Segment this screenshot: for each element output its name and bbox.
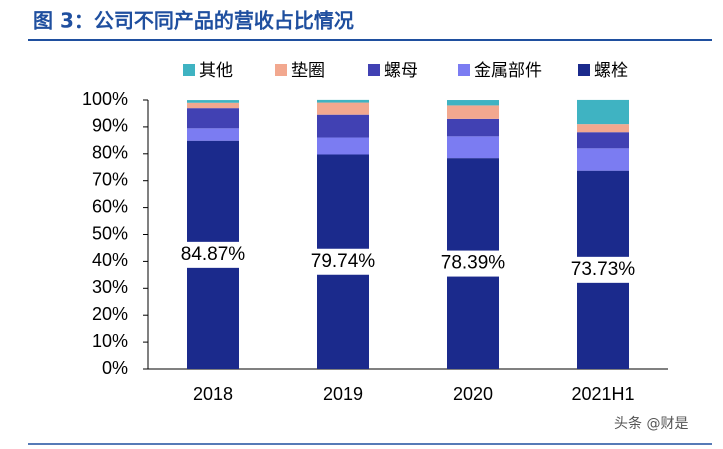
y-tick-label: 70% — [92, 169, 128, 189]
y-tick-label: 50% — [92, 223, 128, 243]
y-tick-label: 40% — [92, 250, 128, 270]
watermark: 头条 @财是 — [614, 415, 688, 432]
bar-segment — [317, 102, 369, 115]
bar-segment — [317, 137, 369, 155]
y-tick-label: 90% — [92, 116, 128, 136]
bar-segment — [187, 128, 239, 141]
legend-label: 垫圈 — [291, 61, 325, 81]
value-label-box — [173, 241, 253, 268]
bar-segment — [577, 124, 629, 133]
legend-swatch — [458, 64, 470, 76]
x-tick-label: 2018 — [193, 384, 233, 404]
x-tick-label: 2019 — [323, 384, 363, 404]
y-tick-label: 20% — [92, 304, 128, 324]
bar-segment — [447, 136, 499, 159]
y-tick-label: 30% — [92, 277, 128, 297]
bar-segment — [187, 100, 239, 103]
value-label: 84.87% — [181, 244, 246, 265]
legend-label: 金属部件 — [474, 61, 542, 81]
bar-segment — [577, 132, 629, 149]
value-label: 79.74% — [311, 251, 376, 272]
legend-label: 螺栓 — [594, 61, 628, 81]
bar-segment — [577, 148, 629, 171]
legend-label: 其他 — [199, 61, 233, 81]
value-label: 78.39% — [441, 253, 506, 274]
x-tick-label: 2021H1 — [571, 384, 634, 404]
y-tick-label: 100% — [82, 89, 128, 109]
legend-swatch — [368, 64, 380, 76]
legend-swatch — [183, 64, 195, 76]
value-label-box — [433, 250, 513, 277]
value-label-box — [303, 248, 383, 275]
y-tick-label: 0% — [102, 358, 128, 378]
value-label-box — [563, 256, 643, 283]
bar-segment — [317, 99, 369, 103]
chart-title: 图 3：公司不同产品的营收占比情况 — [33, 9, 354, 33]
bar-segment — [187, 108, 239, 129]
bar-segment — [317, 114, 369, 138]
y-tick-label: 80% — [92, 143, 128, 163]
y-tick-label: 10% — [92, 331, 128, 351]
legend-label: 螺母 — [384, 61, 418, 81]
legend-swatch — [275, 64, 287, 76]
x-tick-label: 2020 — [453, 384, 493, 404]
bar-segment — [447, 105, 499, 119]
bar-segment — [577, 99, 629, 125]
bar-segment — [447, 100, 499, 106]
y-tick-label: 60% — [92, 196, 128, 216]
bar-segment — [447, 118, 499, 137]
value-label: 73.73% — [571, 259, 636, 280]
legend-swatch — [578, 64, 590, 76]
bar-segment — [187, 102, 239, 109]
